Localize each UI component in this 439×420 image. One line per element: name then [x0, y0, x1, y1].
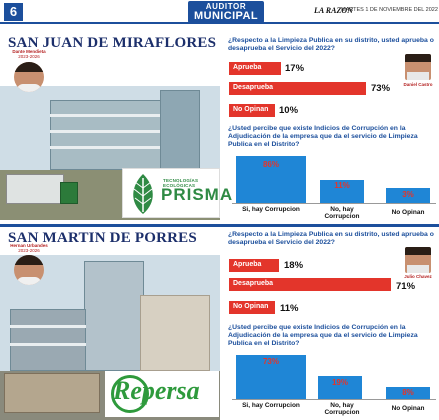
- prisma-logo: TECNOLOGÍAS ECOLÓGICAS PRISMA: [122, 168, 232, 218]
- bar-label: No Opinan: [233, 106, 269, 113]
- candidate-name: Julio Chavez: [404, 274, 432, 279]
- column-category: No, hay Corrupcion: [324, 402, 360, 417]
- candidate-photo: [405, 247, 431, 273]
- pct-aprueba: 18%: [284, 260, 304, 271]
- column-si-corrupcion: [236, 355, 306, 399]
- municipal-building-photo: [0, 86, 220, 220]
- leaf-icon: [133, 174, 153, 214]
- column-category: Si, hay Corrupcion: [242, 402, 300, 409]
- column-no-opinan: [386, 188, 430, 203]
- prisma-tagline: TECNOLOGÍAS ECOLÓGICAS: [163, 178, 199, 188]
- bar-desaprueba: Desaprueba: [229, 82, 366, 95]
- column-value: 86%: [262, 160, 279, 169]
- bar-label: No Opinan: [233, 303, 269, 310]
- column-value: 8%: [402, 388, 414, 397]
- auditor-municipal-logo: AUDITOR MUNICIPAL: [188, 1, 264, 23]
- publication-date: MARTES 1 DE NOVIEMBRE DEL 2022: [341, 7, 438, 13]
- candidate-name: Daniel Castro: [403, 82, 433, 87]
- logo-top-text: AUDITOR: [205, 2, 247, 11]
- bar-no-opinan: No Opinan: [229, 301, 275, 314]
- district-title: SAN MARTIN DE PORRES: [8, 230, 197, 246]
- mayor-years: 2023-2026: [18, 248, 40, 253]
- column-value: 19%: [331, 378, 348, 387]
- bar-label: Desaprueba: [233, 84, 274, 91]
- column-no-opinan: [386, 387, 430, 399]
- pct-aprueba: 17%: [285, 63, 305, 74]
- chart-baseline: [232, 203, 436, 204]
- mayor-name: Hernan Urbandes: [10, 243, 48, 248]
- column-category: No, hay Corrupcion: [324, 206, 360, 221]
- candidate-photo: [405, 54, 431, 80]
- pct-no-opinan: 10%: [279, 105, 299, 116]
- approval-question: ¿Respecto a la Limpieza Publica en su di…: [228, 37, 434, 52]
- mayor-years: 2023-2026: [18, 54, 40, 59]
- bar-aprueba: Aprueba: [229, 62, 281, 75]
- prisma-wordmark: PRISMA: [161, 185, 234, 204]
- garbage-truck: [6, 174, 64, 204]
- page-number: 6: [4, 3, 23, 21]
- bar-label: Aprueba: [233, 261, 262, 268]
- column-si-corrupcion: [236, 156, 306, 203]
- column-value: 3%: [402, 190, 414, 199]
- garbage-pile: [4, 373, 100, 413]
- column-value: 11%: [334, 181, 350, 190]
- page-header: 6 AUDITOR MUNICIPAL LA RAZON MARTES 1 DE…: [0, 0, 439, 24]
- pct-desaprueba: 73%: [371, 83, 391, 94]
- mayor-caption: Hernan Urbandes 2023-2026: [6, 243, 52, 253]
- district-section-san-juan: TECNOLOGÍAS ECOLÓGICAS PRISMA SAN JUAN D…: [0, 26, 439, 220]
- mayor-photo: [14, 62, 44, 92]
- column-category: Si, hay Corrupcion: [242, 206, 300, 213]
- chart-baseline: [232, 399, 436, 400]
- column-category: No Opinan: [391, 209, 425, 216]
- corruption-question: ¿Usted percibe que existe Indicios de Co…: [228, 125, 418, 148]
- column-value: 73%: [262, 357, 279, 366]
- bar-desaprueba: Desaprueba: [229, 278, 391, 291]
- district-section-san-martin: Repersa SAN MARTIN DE PORRES Hernan Urba…: [0, 224, 439, 420]
- bar-aprueba: Aprueba: [229, 259, 279, 272]
- district-title: SAN JUAN DE MIRAFLORES: [8, 35, 217, 51]
- pct-no-opinan: 11%: [280, 303, 299, 314]
- mayor-photo: [14, 255, 44, 285]
- repersa-wordmark: Repersa: [113, 376, 200, 405]
- approval-question: ¿Respecto a la Limpieza Publica en su di…: [228, 231, 434, 246]
- column-no-corrupcion: [320, 180, 364, 203]
- column-category: No Opinan: [391, 405, 425, 412]
- corruption-question: ¿Usted percibe que existe Indicios de Co…: [228, 324, 418, 347]
- bar-no-opinan: No Opinan: [229, 104, 275, 117]
- pct-desaprueba: 71%: [396, 281, 416, 292]
- bar-label: Aprueba: [233, 64, 262, 71]
- repersa-logo: Repersa: [105, 371, 219, 417]
- mayor-caption: Dante Mendieta 2023-2026: [6, 49, 52, 59]
- mayor-name: Dante Mendieta: [12, 49, 46, 54]
- logo-bottom-text: MUNICIPAL: [194, 10, 258, 22]
- newspaper-name: LA RAZON: [314, 6, 353, 15]
- bar-label: Desaprueba: [233, 280, 274, 287]
- column-no-corrupcion: [318, 376, 362, 399]
